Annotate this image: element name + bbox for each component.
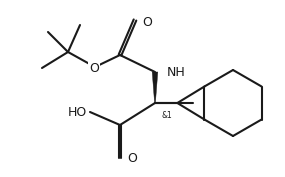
Text: O: O <box>142 16 152 28</box>
Polygon shape <box>152 72 158 103</box>
Text: O: O <box>127 152 137 164</box>
Text: NH: NH <box>167 65 186 79</box>
Text: HO: HO <box>68 105 87 118</box>
Text: &1: &1 <box>162 111 173 120</box>
Text: O: O <box>89 62 99 76</box>
